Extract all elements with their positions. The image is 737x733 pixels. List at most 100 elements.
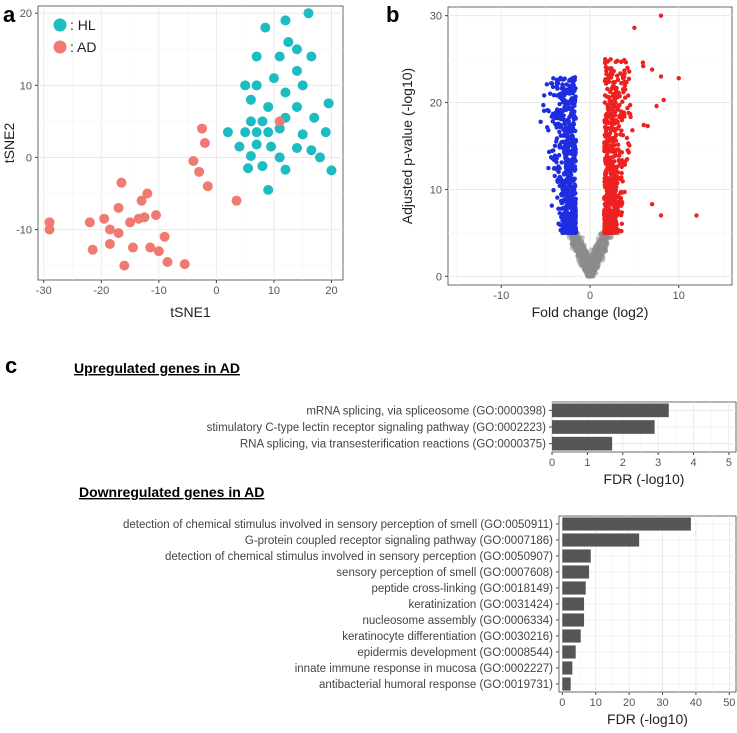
volcano-point-up-outlier [661, 97, 666, 103]
volcano-point-up [640, 60, 646, 65]
volcano-point-down [571, 122, 577, 127]
volcano-point-down [560, 226, 565, 231]
volcano-point-down [559, 97, 565, 102]
volcano-point-down [554, 167, 560, 172]
go-down-category-label: antibacterial humoral response (GO:00197… [319, 679, 553, 691]
volcano-point-down [565, 218, 570, 223]
volcano-point-up [608, 98, 613, 103]
go-up-bar [552, 403, 669, 418]
volcano-point-down [570, 91, 575, 96]
volcano-point-up-outlier [658, 213, 664, 218]
volcano-point-up [620, 112, 625, 117]
volcano-point-up [615, 164, 620, 169]
volcano-point-ns [573, 248, 579, 254]
tsne-point-hl [274, 51, 285, 62]
tsne-point-hl [257, 116, 268, 127]
tsne-point-hl [266, 141, 277, 152]
volcano-point-up [613, 195, 618, 201]
volcano-point-up [604, 156, 609, 162]
tsne-xtick-label: -10 [151, 285, 167, 297]
tsne-point-ad [116, 177, 127, 188]
tsne-ytick-label: 10 [20, 80, 32, 92]
go-up-category-label: stimulatory C-type lectin receptor signa… [207, 422, 547, 434]
tsne-point-hl [297, 80, 308, 91]
volcano-point-up [625, 65, 630, 71]
volcano-point-ns [570, 243, 576, 249]
volcano-point-up [603, 217, 609, 222]
go-down-bar [562, 629, 581, 643]
volcano-point-up [603, 210, 608, 215]
go-down-category-label: nucleosome assembly (GO:0006334) [363, 615, 554, 627]
tsne-point-hl [280, 164, 291, 175]
volcano-point-ns [586, 258, 591, 264]
volcano-point-ns [598, 232, 603, 237]
volcano-point-up [607, 184, 612, 189]
tsne-point-hl [309, 112, 320, 123]
panel-letter-a: a [3, 2, 16, 27]
volcano-point-down [572, 183, 578, 188]
volcano-point-down [557, 101, 562, 107]
tsne-point-hl [268, 73, 279, 84]
volcano-point-down [558, 123, 564, 128]
tsne-point-hl [306, 51, 317, 62]
volcano-point-down [541, 93, 547, 98]
tsne-point-hl [303, 8, 314, 19]
tsne-point-hl [274, 123, 285, 134]
volcano-points [538, 13, 699, 279]
volcano-point-up [615, 142, 621, 147]
volcano-point-up [611, 154, 616, 159]
panel-letter-b: b [386, 2, 399, 27]
volcano-plot: -10 0 10 0 10 20 30 Fold change (log2) Adjusted … [399, 6, 733, 320]
go-down-category-label: sensory perception of smell (GO:0007608) [336, 567, 553, 579]
tsne-point-hl [240, 80, 251, 91]
volcano-point-up [606, 222, 611, 227]
volcano-point-up [618, 191, 623, 196]
volcano-point-up [608, 106, 613, 111]
volcano-point-up [616, 153, 622, 158]
volcano-point-up [604, 68, 609, 74]
volcano-point-up [614, 88, 619, 93]
volcano-point-up [611, 85, 616, 91]
volcano-point-up [604, 115, 610, 120]
volcano-point-down [555, 86, 560, 91]
volcano-point-down [561, 126, 566, 131]
tsne-point-hl [240, 127, 251, 138]
volcano-point-up [626, 76, 632, 82]
tsne-xtick-label: -20 [93, 285, 109, 297]
tsne-ytick-label: 20 [20, 8, 32, 20]
tsne-x-axis-title: tSNE1 [170, 304, 211, 320]
volcano-point-down [557, 129, 562, 134]
volcano-point-up [603, 134, 608, 139]
volcano-point-ns [579, 249, 585, 255]
volcano-point-down [563, 165, 569, 170]
volcano-point-up [612, 136, 617, 141]
volcano-point-up [603, 60, 608, 66]
go-down-bar [562, 597, 585, 611]
tsne-point-ad [179, 259, 190, 270]
volcano-point-down [556, 112, 561, 118]
legend-swatch-ad [53, 40, 67, 54]
volcano-point-down [564, 82, 569, 87]
tsne-point-ad [194, 166, 205, 177]
volcano-point-down [570, 196, 575, 202]
volcano-point-up [615, 77, 621, 83]
volcano-point-down [558, 107, 564, 113]
volcano-point-up [628, 114, 633, 120]
volcano-point-down [559, 140, 564, 145]
tsne-point-hl [222, 127, 233, 138]
volcano-point-down [560, 85, 566, 90]
volcano-point-up [626, 110, 631, 116]
volcano-point-up [608, 89, 613, 95]
tsne-point-ad [125, 217, 136, 228]
volcano-point-up [604, 94, 610, 99]
tsne-point-hl [280, 87, 291, 98]
volcano-point-down [555, 195, 560, 200]
tsne-ytick-label: 0 [26, 152, 32, 164]
volcano-point-down [552, 173, 557, 179]
tsne-xtick-label: 0 [213, 285, 219, 297]
volcano-point-up [603, 145, 608, 150]
go-down-bar [562, 565, 590, 579]
volcano-point-ns [608, 235, 613, 241]
volcano-point-up [627, 143, 632, 148]
